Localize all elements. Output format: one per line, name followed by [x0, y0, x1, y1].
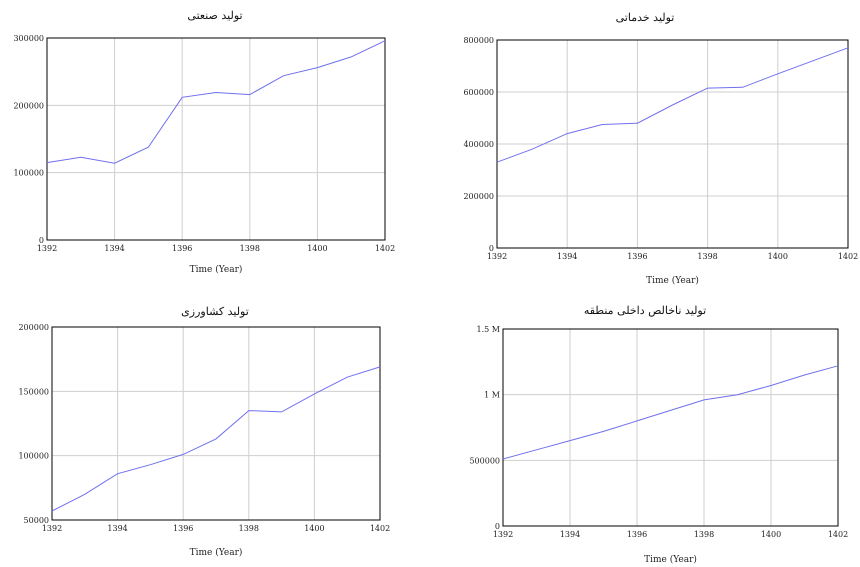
x-axis-label: Time (Year): [646, 275, 699, 286]
x-tick-label: 1398: [239, 524, 259, 533]
chart-plot: 0 500000 1 M 1.5 M 1392 1394 1396 1398 1400 1402 T…: [469, 325, 848, 565]
y-tick-label: 600000: [463, 88, 494, 97]
y-tick-label: 0: [39, 236, 44, 245]
y-tick-label: 200000: [18, 323, 49, 332]
y-tick-label: 0: [489, 244, 494, 253]
chart-title: تولید کشاورزی: [181, 305, 249, 318]
x-tick-label: 1402: [838, 252, 858, 261]
y-tick-label: 150000: [18, 387, 49, 396]
chart-panel-gdp: تولید ناخالص داخلی منطقه 0 500000 1 M 1.5 M…: [430, 285, 860, 567]
y-tick-label: 50000: [24, 516, 49, 525]
x-tick-label: 1394: [107, 524, 127, 533]
x-tick-label: 1392: [493, 530, 513, 539]
y-tick-label: 1 M: [484, 391, 500, 400]
x-tick-label: 1394: [104, 244, 124, 253]
x-tick-label: 1398: [694, 530, 714, 539]
chart-title: تولید صنعتی: [187, 9, 243, 22]
y-tick-label: 500000: [469, 456, 500, 465]
y-tick-label: 1.5 M: [477, 325, 500, 334]
x-tick-label: 1396: [172, 244, 192, 253]
series-line: [46, 40, 386, 164]
series-line: [496, 47, 849, 163]
chart-title: تولید ناخالص داخلی منطقه: [583, 304, 707, 317]
x-tick-label: 1396: [627, 530, 647, 539]
x-tick-label: 1396: [627, 252, 647, 261]
x-axis-label: Time (Year): [190, 264, 243, 275]
x-tick-label: 1392: [487, 252, 507, 261]
x-tick-label: 1398: [697, 252, 717, 261]
x-tick-label: 1392: [37, 244, 57, 253]
x-tick-label: 1402: [370, 524, 390, 533]
x-tick-label: 1400: [304, 524, 324, 533]
x-axis-label: Time (Year): [190, 547, 243, 558]
x-tick-label: 1396: [173, 524, 193, 533]
plot-frame: [46, 37, 386, 241]
x-axis-label: Time (Year): [644, 554, 697, 565]
plot-frame: [496, 39, 849, 249]
y-tick-label: 100000: [13, 169, 44, 178]
chart-plot: 0 200000 400000 600000 800000 1392 1394 1396 139…: [463, 36, 858, 286]
y-tick-label: 200000: [13, 101, 44, 110]
x-tick-label: 1394: [557, 252, 577, 261]
chart-panel-agricultural: تولید کشاورزی 50000 100000 150000 200000 139…: [0, 285, 430, 567]
y-tick-label: 0: [495, 522, 500, 531]
x-tick-label: 1398: [240, 244, 260, 253]
chart-panel-industrial: تولید صنعتی 0 100000 200000 300000 1392 1394 1…: [0, 0, 430, 285]
x-tick-label: 1400: [768, 252, 788, 261]
chart-plot: 0 100000 200000 300000 1392 1394 1396 1398 1400 1…: [13, 34, 395, 275]
series-line: [51, 366, 381, 512]
chart-plot: 50000 100000 150000 200000 1392 1394 1396 1398 1…: [18, 323, 390, 558]
y-tick-label: 100000: [18, 452, 49, 461]
x-tick-label: 1394: [560, 530, 580, 539]
y-tick-label: 400000: [463, 140, 494, 149]
y-tick-label: 800000: [463, 36, 494, 45]
y-tick-label: 200000: [463, 192, 494, 201]
x-tick-label: 1402: [828, 530, 848, 539]
chart-panel-services: تولید خدماتی 0 200000 400000 600000 800000 13…: [430, 0, 860, 286]
x-tick-label: 1400: [307, 244, 327, 253]
x-tick-label: 1392: [42, 524, 62, 533]
y-tick-label: 300000: [13, 34, 44, 43]
plot-frame: [51, 326, 381, 521]
series-line: [502, 365, 839, 460]
plot-frame: [502, 328, 839, 527]
x-tick-label: 1402: [375, 244, 395, 253]
x-tick-label: 1400: [761, 530, 781, 539]
chart-title: تولید خدماتی: [615, 11, 675, 24]
